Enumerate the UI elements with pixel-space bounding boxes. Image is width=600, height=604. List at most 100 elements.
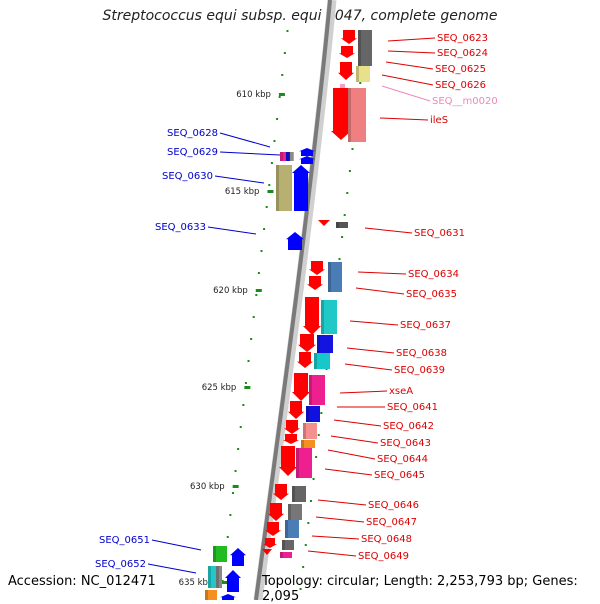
forward-gene-arrow [220,594,236,600]
right-gene-label: SEQ_0625 [435,64,486,75]
leader-line [349,320,399,326]
leader-line [387,50,436,54]
gene-function-box [292,486,306,502]
guide-dot [252,316,255,318]
guide-dot [239,426,242,428]
reverse-gene-arrow [284,420,300,434]
right-gene-label: SEQ_0638 [396,348,447,359]
gene-box-shade [328,262,331,292]
forward-gene-arrow [225,570,241,592]
right-gene-label: SEQ_0649 [358,551,409,562]
right-gene-label: SEQ_0634 [408,269,459,280]
guide-dot [273,140,276,142]
left-gene-label: SEQ_0630 [162,171,213,182]
guide-dot [255,294,258,296]
right-gene-label: SEQ_0639 [394,365,445,376]
reverse-gene-arrow [279,446,297,476]
leader-line [344,363,393,371]
right-gene-label: SEQ_0642 [383,421,434,432]
leader-line [214,175,265,184]
kbp-tick-label: 610 kbp [236,90,271,100]
leader-line [339,390,388,394]
gene-box-shade [280,152,283,161]
guide-dot [343,214,346,216]
right-gene-label: SEQ_0637 [400,320,451,331]
guide-dot [229,514,232,516]
leader-line [346,347,395,354]
gene-box-shade [290,152,293,161]
guide-dot [237,448,240,450]
guide-dot [299,588,302,590]
leader-line [327,449,376,460]
reverse-gene-arrow [297,352,313,368]
gene-function-box [286,152,291,161]
guide-dot [359,82,362,84]
leader-line [381,85,431,102]
guide-dot [257,272,260,274]
gene-function-box [306,406,320,422]
leader-line [311,535,360,540]
leader-line [324,468,373,476]
gene-function-box [276,165,292,211]
gene-function-box [356,66,370,82]
kbp-tick-mark [232,485,239,488]
reverse-gene-arrow [268,503,284,521]
guide-dot [276,118,279,120]
guide-dot [268,184,271,186]
right-gene-label: ileS [430,115,448,126]
reverse-gene-arrow [309,261,325,275]
gene-function-box [358,30,372,66]
gene-function-box [290,152,294,161]
leader-line [315,516,365,523]
gene-box-shade [292,486,295,502]
guide-dot [307,522,310,524]
guide-dot [338,258,341,260]
gene-box-shade [356,66,359,82]
gene-function-box [205,590,217,600]
reverse-gene-arrow [288,401,304,419]
guide-dot [312,478,315,480]
guide-dot [351,148,354,150]
reverse-gene-arrow [283,434,299,444]
right-gene-label: SEQ_0643 [380,438,431,449]
accession-text: Accession: NC_012471 [8,574,156,589]
guide-dot [226,536,229,538]
kbp-tick-label: 625 kbp [202,383,237,393]
leader-line [333,419,382,427]
reverse-gene-arrow [273,484,289,500]
right-gene-label: SEQ_0626 [435,80,486,91]
right-gene-label: SEQ_0624 [437,48,488,59]
right-gene-label: SEQ_0635 [406,289,457,300]
leader-line [147,563,197,574]
gene-box-shade [314,353,317,369]
gene-box-shade [286,152,289,161]
guide-dot [317,434,320,436]
guide-dot [341,236,344,238]
leader-line [364,227,413,234]
gene-function-box [321,300,337,334]
gene-function-box [348,88,366,142]
gene-box-shade [288,504,291,520]
gene-box-shade [309,375,312,405]
kbp-tick-label: 630 kbp [190,482,225,492]
gene-box-shade [276,165,279,211]
right-gene-label: SEQ_0644 [377,454,428,465]
label-leader-lines [147,37,436,574]
leader-line [151,539,202,551]
guide-dot [247,360,250,362]
guide-dot [304,544,307,546]
reverse-gene-arrow [292,373,310,401]
guide-dot [242,404,245,406]
kbp-tick-label: 635 kbp [179,578,214,588]
right-gene-label: SEQ_0631 [414,228,465,239]
gene-function-box [336,222,348,228]
reverse-gene-arrow [338,62,354,80]
kbp-tick-mark [278,93,285,96]
rna-feature [340,84,345,88]
leader-line [317,499,367,506]
reverse-gene-arrow [262,549,272,555]
left-gene-label: SEQ_0652 [95,559,146,570]
genome-title: Streptococcus equi subsp. equi 4047, com… [102,8,498,24]
kbp-tick-mark [255,289,262,292]
